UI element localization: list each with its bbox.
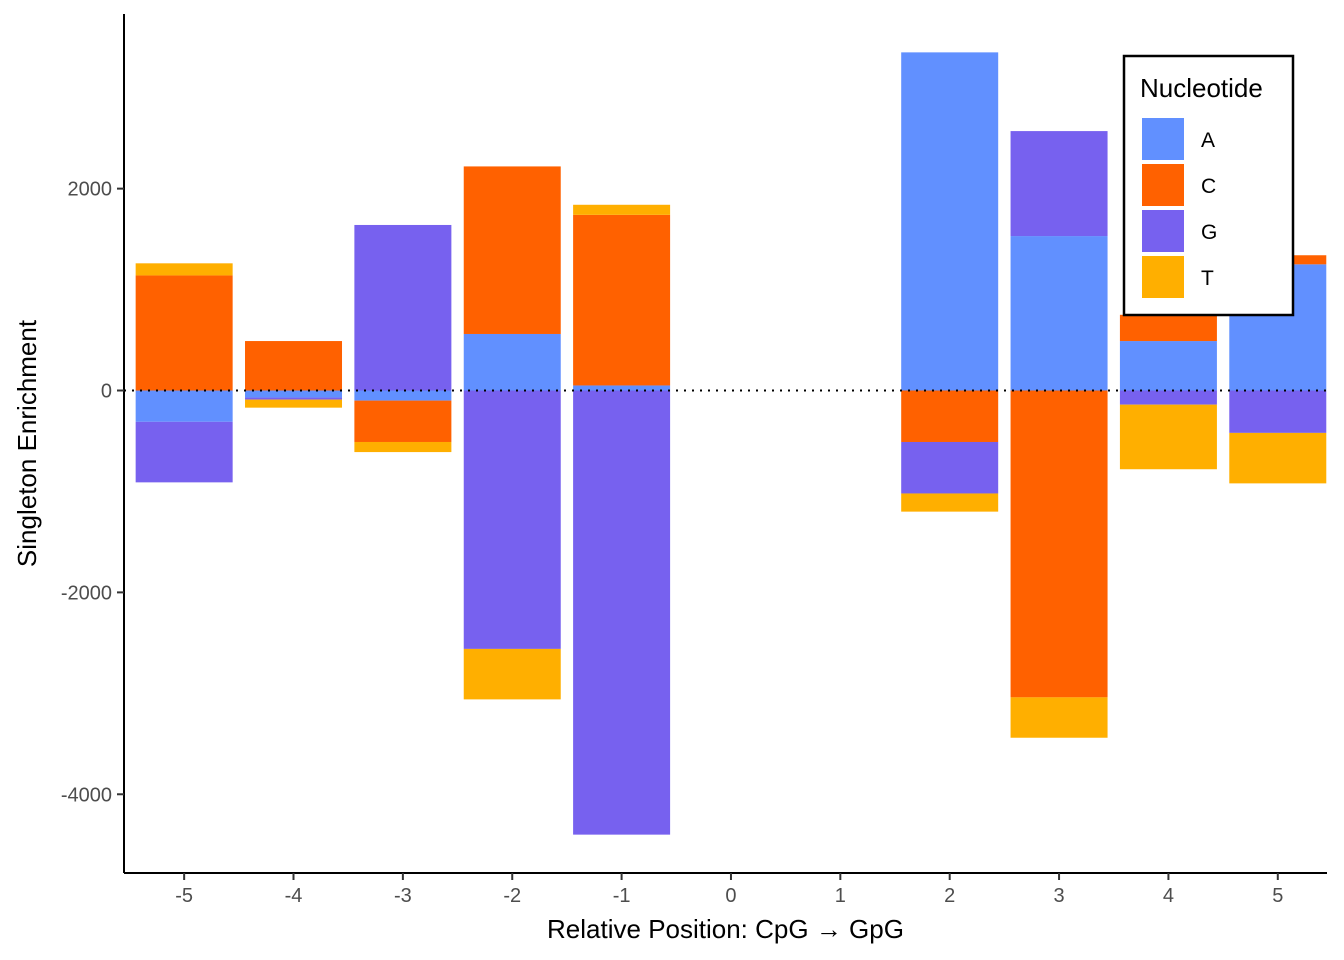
bar-C-pos--1 [573,214,671,386]
bar-T-pos--3 [354,441,452,453]
legend-key-T [1142,256,1184,298]
x-tick-label: 5 [1272,885,1283,907]
axes: -4000 -2000 0 2000 -5 -4 -3 -2 -1 0 1 2 3 4 5 [61,14,1327,907]
x-tick-label: -2 [503,885,521,907]
bar-G-pos--3 [354,224,452,391]
x-tick-label: -1 [613,885,631,907]
legend-title: Nucleotide [1140,73,1263,103]
x-ticks: -5 -4 -3 -2 -1 0 1 2 3 4 5 [175,873,1283,907]
bar-G-pos-5 [1229,390,1327,433]
bar-T-pos-5 [1229,432,1327,484]
bar-T-pos-3 [1010,697,1108,738]
legend-key-G [1142,210,1184,252]
bar-A-pos-4 [1119,341,1217,391]
bar-G-pos-3 [1010,131,1108,237]
legend-key-C [1142,164,1184,206]
x-tick-label: -4 [285,885,303,907]
y-tick-label: 2000 [68,179,113,201]
legend-label-G: G [1201,221,1217,244]
bar-C-pos--5 [135,275,233,391]
x-tick-label: 4 [1163,885,1174,907]
bar-T-pos-4 [1119,404,1217,470]
legend-label-C: C [1201,175,1216,198]
bar-A-pos--2 [463,333,561,391]
bar-A-pos--4 [245,390,343,398]
bar-C-pos--4 [245,341,343,391]
y-axis-title: Singleton Enrichment [12,319,42,567]
x-axis-title: Relative Position: CpG → GpG [547,914,904,944]
legend-label-A: A [1201,129,1215,152]
bar-C-pos--2 [463,166,561,334]
bar-C-pos-4 [1119,314,1217,342]
y-tick-label: -4000 [61,784,112,806]
y-tick-label: 0 [101,381,112,403]
bar-G-pos--2 [463,390,561,649]
bar-C-pos--3 [354,400,452,442]
x-tick-label: -3 [394,885,412,907]
bar-T-pos--2 [463,648,561,700]
x-tick-label: -5 [175,885,193,907]
bar-G-pos--4 [245,397,343,400]
x-tick-label: 1 [835,885,846,907]
x-tick-label: 3 [1053,885,1064,907]
bar-T-pos--5 [135,263,233,276]
bar-G-pos-2 [901,441,999,494]
bar-A-pos-3 [1010,236,1108,391]
bar-T-pos--4 [245,399,343,408]
y-ticks: -4000 -2000 0 2000 [61,179,124,806]
bar-T-pos-2 [901,493,999,512]
bar-A-pos-2 [901,52,999,391]
bar-A-pos--5 [135,390,233,422]
legend-label-T: T [1201,267,1214,290]
bar-A-pos--1 [573,385,671,391]
bar-G-pos--1 [573,390,671,835]
bar-C-pos-2 [901,390,999,442]
bar-A-pos--3 [354,390,452,401]
bar-G-pos-4 [1119,390,1217,405]
bar-C-pos-3 [1010,390,1108,698]
x-tick-label: 0 [725,885,736,907]
bar-G-pos--5 [135,421,233,483]
bar-T-pos--1 [573,204,671,215]
x-tick-label: 2 [944,885,955,907]
y-tick-label: -2000 [61,582,112,604]
legend-key-A [1142,118,1184,160]
